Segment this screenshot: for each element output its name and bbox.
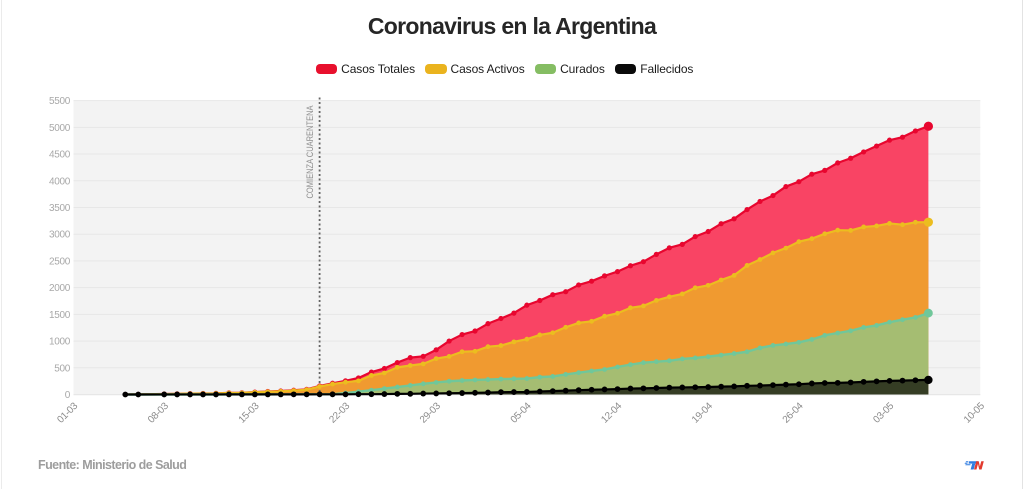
svg-text:03-05: 03-05 [871,400,896,425]
svg-text:5500: 5500 [49,96,71,107]
svg-text:4000: 4000 [49,176,71,187]
svg-text:12-04: 12-04 [599,400,624,425]
svg-text:1500: 1500 [49,310,71,321]
svg-text:5000: 5000 [49,123,71,134]
svg-text:3000: 3000 [49,230,71,241]
svg-text:0: 0 [65,390,71,401]
svg-text:2000: 2000 [49,283,71,294]
svg-text:08-03: 08-03 [146,400,171,425]
svg-text:19-04: 19-04 [690,400,715,425]
svg-text:26-04: 26-04 [781,400,806,425]
svg-text:500: 500 [54,363,71,374]
svg-text:29-03: 29-03 [418,400,443,425]
svg-text:05-04: 05-04 [509,400,534,425]
svg-text:3500: 3500 [49,203,71,214]
svg-text:22-03: 22-03 [327,400,352,425]
svg-text:10-05: 10-05 [962,400,987,425]
svg-text:COMIENZA CUARENTENA: COMIENZA CUARENTENA [305,106,315,199]
svg-text:15-03: 15-03 [237,400,262,425]
svg-text:4500: 4500 [49,150,71,161]
svg-text:1000: 1000 [49,337,71,348]
svg-text:01-03: 01-03 [55,400,80,425]
svg-text:2500: 2500 [49,256,71,267]
